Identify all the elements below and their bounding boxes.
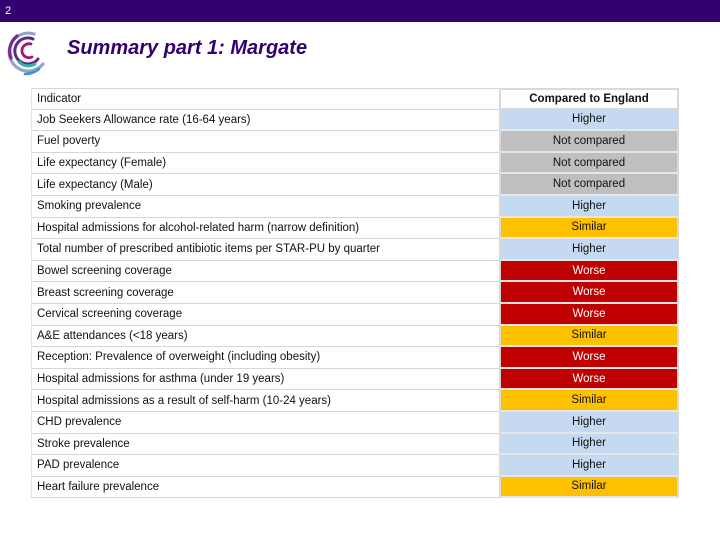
indicator-cell: Stroke prevalence (31, 433, 499, 456)
indicator-cell: Reception: Prevalence of overweight (inc… (31, 347, 499, 369)
indicator-cell: CHD prevalence (31, 411, 499, 434)
indicator-cell: Heart failure prevalence (31, 476, 499, 499)
table-row: Heart failure prevalence Similar (31, 476, 679, 499)
table-row: Total number of prescribed antibiotic it… (31, 239, 679, 261)
table-row: PAD prevalence Higher (31, 455, 679, 477)
indicator-cell: Smoking prevalence (31, 195, 499, 218)
table-header-row: Indicator Compared to England (31, 88, 679, 110)
comparison-cell: Similar (499, 217, 679, 240)
table-body: Job Seekers Allowance rate (16-64 years)… (31, 109, 679, 499)
table-row: Hospital admissions for asthma (under 19… (31, 368, 679, 391)
indicator-cell: Fuel poverty (31, 131, 499, 153)
comparison-cell: Not compared (499, 174, 679, 196)
comparison-cell: Worse (499, 368, 679, 391)
indicator-cell: Job Seekers Allowance rate (16-64 years) (31, 109, 499, 132)
comparison-cell: Higher (499, 195, 679, 218)
table-row: CHD prevalence Higher (31, 411, 679, 434)
comparison-cell: Higher (499, 109, 679, 132)
indicator-cell: Hospital admissions for asthma (under 19… (31, 368, 499, 391)
comparison-cell: Higher (499, 433, 679, 456)
slide-number-bar: 2 (0, 0, 720, 22)
table-row: Reception: Prevalence of overweight (inc… (31, 347, 679, 369)
comparison-cell: Higher (499, 411, 679, 434)
indicator-cell: Life expectancy (Female) (31, 152, 499, 175)
table-row: Hospital admissions as a result of self-… (31, 390, 679, 412)
table-row: Life expectancy (Female) Not compared (31, 152, 679, 175)
table-row: A&E attendances (<18 years) Similar (31, 325, 679, 348)
summary-table: Indicator Compared to England Job Seeker… (31, 88, 679, 499)
table-row: Breast screening coverage Worse (31, 282, 679, 304)
comparison-cell: Worse (499, 260, 679, 283)
indicator-cell: Life expectancy (Male) (31, 174, 499, 196)
indicator-cell: A&E attendances (<18 years) (31, 325, 499, 348)
indicator-cell: Hospital admissions as a result of self-… (31, 390, 499, 412)
comparison-cell: Similar (499, 476, 679, 499)
indicator-cell: Cervical screening coverage (31, 303, 499, 326)
comparison-cell: Higher (499, 239, 679, 261)
indicator-cell: Breast screening coverage (31, 282, 499, 304)
comparison-cell: Not compared (499, 131, 679, 153)
indicator-cell: Total number of prescribed antibiotic it… (31, 239, 499, 261)
indicator-cell: Bowel screening coverage (31, 260, 499, 283)
comparison-cell: Worse (499, 303, 679, 326)
organisation-logo-icon (7, 31, 45, 76)
page-title: Summary part 1: Margate (67, 37, 308, 59)
table-row: Cervical screening coverage Worse (31, 303, 679, 326)
table-row: Hospital admissions for alcohol-related … (31, 217, 679, 240)
table-row: Bowel screening coverage Worse (31, 260, 679, 283)
indicator-cell: Hospital admissions for alcohol-related … (31, 217, 499, 240)
comparison-cell: Worse (499, 347, 679, 369)
comparison-cell: Similar (499, 390, 679, 412)
comparison-cell: Not compared (499, 152, 679, 175)
column-header-compared: Compared to England (499, 88, 679, 110)
indicator-cell: PAD prevalence (31, 455, 499, 477)
comparison-cell: Similar (499, 325, 679, 348)
table-row: Stroke prevalence Higher (31, 433, 679, 456)
column-header-indicator: Indicator (31, 88, 499, 110)
table-row: Job Seekers Allowance rate (16-64 years)… (31, 109, 679, 132)
comparison-cell: Higher (499, 455, 679, 477)
comparison-cell: Worse (499, 282, 679, 304)
table-row: Life expectancy (Male) Not compared (31, 174, 679, 196)
table-row: Smoking prevalence Higher (31, 195, 679, 218)
table-row: Fuel poverty Not compared (31, 131, 679, 153)
slide-number: 2 (5, 5, 12, 17)
